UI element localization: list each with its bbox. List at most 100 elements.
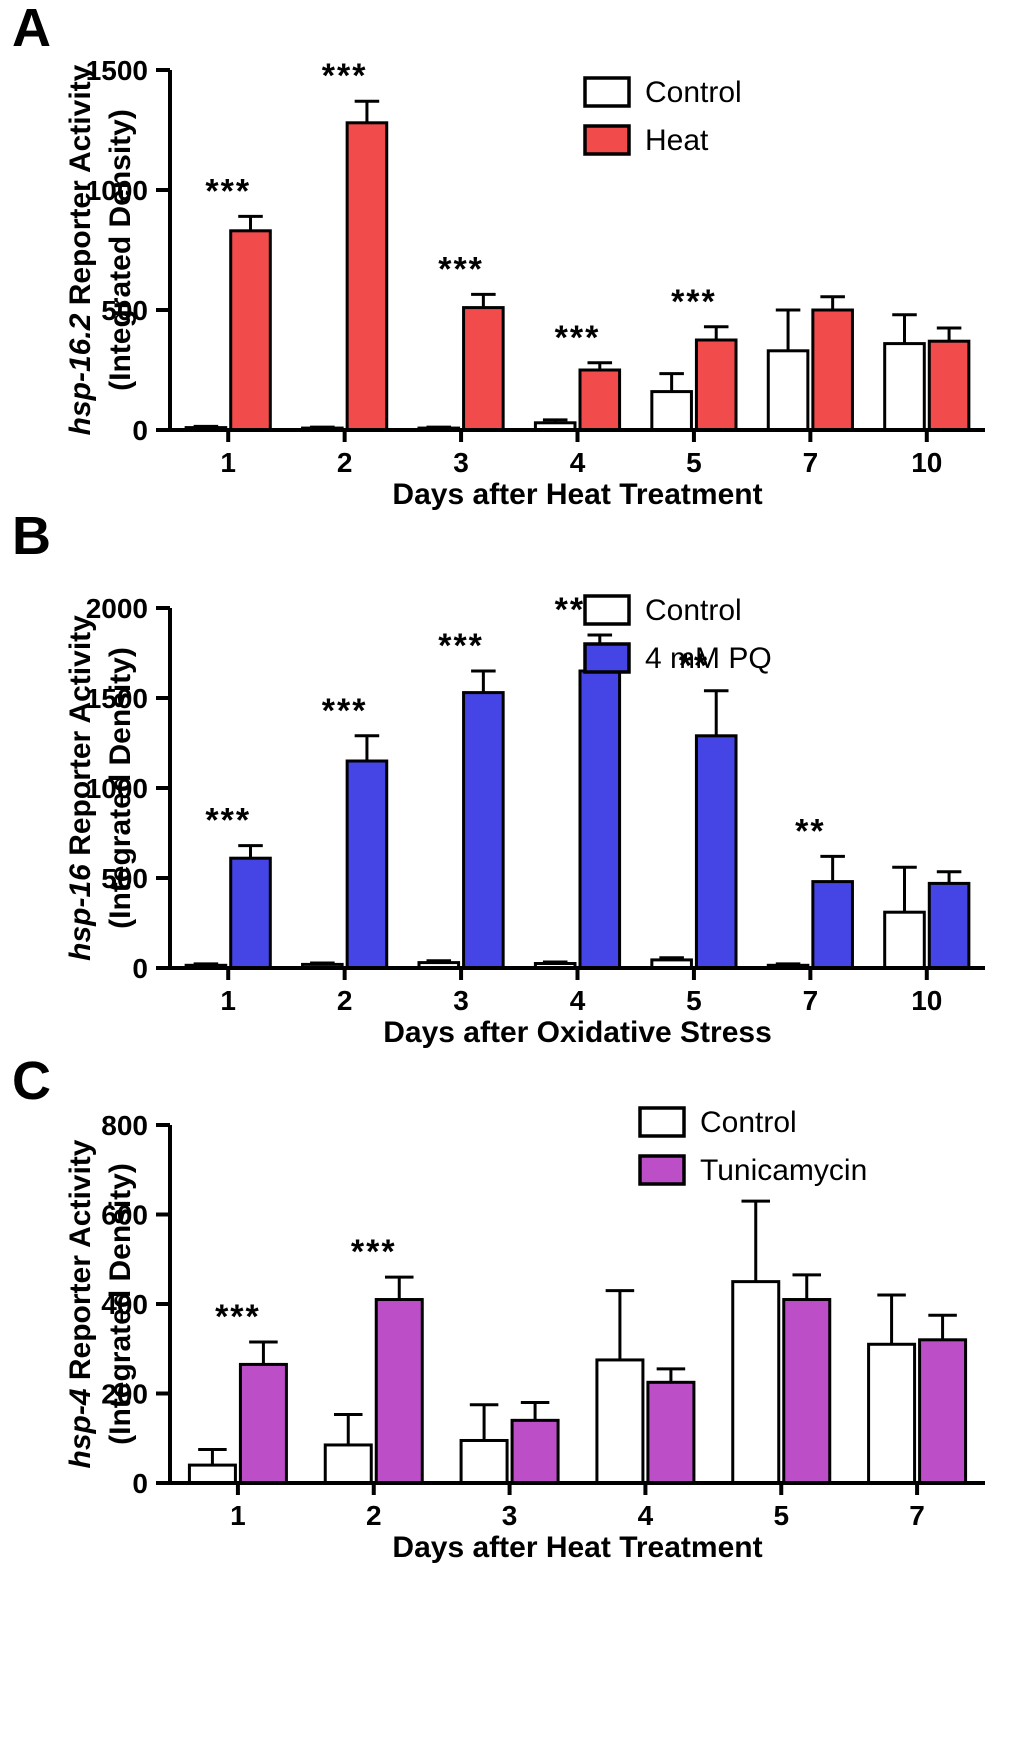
x-tick-label: 1 [230,1500,246,1531]
legend-swatch-tunicamycin [638,1154,686,1186]
x-tick-label: 1 [220,985,236,1016]
panel-B: B 0 500 1000 1500 2000 1 2 3 4 5 7 10 *** *** *** *** **… [0,508,1020,1053]
y-tick-label: 0 [132,1468,148,1499]
y-axis-title-line2: (Integrated Density) [104,1163,137,1445]
bar-4-mm-pq-day-3 [462,691,505,970]
bar-control-day-5 [731,1280,781,1485]
y-tick-label: 400 [101,1289,148,1320]
bar-heat-day-5 [694,338,738,432]
x-tick-label: 2 [337,985,353,1016]
x-tick-label: 4 [570,447,586,478]
bar-control-day-10 [883,342,926,432]
chart-C-hsp-4-reporter: 0 200 400 600 800 1 2 3 4 5 7 *** *** Days after Heat… [64,1106,985,1564]
x-tick-label: 3 [453,447,469,478]
x-tick-label: 7 [803,447,819,478]
x-tick-label: 10 [911,985,942,1016]
x-tick-label: 4 [638,1500,654,1531]
bar-tunicamycin-day-3 [510,1418,560,1485]
legend-label: Heat [645,124,709,157]
y-tick-label: 800 [101,1110,148,1141]
y-axis-title-line1: hsp-16 Reporter Activity [64,615,97,961]
significance-stars: ** [795,812,825,850]
bar-control-day-7 [867,1342,917,1485]
y-tick-label: 500 [101,863,148,894]
bar-heat-day-4 [578,368,622,432]
y-axis-title-line2: (Integrated Density) [104,109,137,391]
y-axis-title-line1: hsp-4 Reporter Activity [64,1139,97,1468]
legend-swatch-control [583,76,631,108]
bar-4-mm-pq-day-5 [694,734,738,970]
bar-heat-day-1 [229,229,272,432]
significance-stars: *** [351,1233,397,1271]
bar-4-mm-pq-day-10 [927,881,971,970]
x-axis-title: Days after Oxidative Stress [383,1016,772,1049]
y-tick-label: 200 [101,1379,148,1410]
x-axis-title: Days after Heat Treatment [392,1531,762,1564]
x-tick-label: 1 [220,447,236,478]
y-tick-label: 1000 [86,773,148,804]
bar-control-day-4 [595,1358,645,1485]
x-tick-label: 4 [570,985,586,1016]
significance-stars: *** [205,802,251,840]
x-tick-label: 7 [909,1500,925,1531]
significance-stars: *** [205,172,251,210]
bar-4-mm-pq-day-7 [811,880,854,970]
bar-tunicamycin-day-2 [374,1298,424,1485]
x-tick-label: 5 [686,985,702,1016]
x-tick-label: 3 [453,985,469,1016]
y-tick-label: 2000 [86,593,148,624]
bar-control-day-5 [650,390,693,432]
significance-stars: *** [438,627,484,665]
bar-heat-day-7 [811,308,854,432]
bar-tunicamycin-day-7 [918,1338,968,1485]
significance-stars: *** [555,319,601,357]
y-tick-label: 0 [132,953,148,984]
bar-4-mm-pq-day-2 [345,759,389,970]
x-tick-label: 2 [337,447,353,478]
x-tick-label: 5 [686,447,702,478]
bar-heat-day-3 [462,306,505,432]
bar-control-day-3 [459,1438,509,1485]
x-axis-title: Days after Heat Treatment [392,478,762,511]
bar-4-mm-pq-day-4 [578,669,622,970]
x-tick-label: 10 [911,447,942,478]
legend-label: Tunicamycin [700,1154,867,1187]
x-tick-label: 2 [366,1500,382,1531]
y-tick-label: 500 [101,295,148,326]
x-tick-label: 5 [773,1500,789,1531]
y-tick-label: 1500 [86,683,148,714]
legend-label: Control [700,1106,797,1139]
bar-control-day-2 [323,1443,373,1485]
significance-stars: *** [322,57,368,95]
panel-C: C 0 200 400 600 800 1 2 3 4 5 7 *** *** Days after He… [0,1053,1020,1739]
legend-swatch-control [638,1106,686,1138]
significance-stars: *** [322,692,368,730]
y-axis-title-line1: hsp-16.2 Reporter Activity [64,64,97,435]
bar-tunicamycin-day-5 [782,1298,832,1485]
bar-tunicamycin-day-4 [646,1380,696,1485]
bar-heat-day-2 [345,121,389,432]
bar-tunicamycin-day-1 [238,1362,288,1485]
legend-swatch-heat [583,124,631,156]
bar-control-day-7 [766,349,810,432]
legend-label: Control [645,76,742,109]
x-tick-label: 3 [502,1500,518,1531]
y-tick-label: 600 [101,1200,148,1231]
y-axis-title-line2: (Integrated Density) [104,647,137,929]
significance-stars: *** [215,1298,261,1336]
y-tick-label: 1000 [86,175,148,206]
y-tick-label: 0 [132,415,148,446]
significance-stars: *** [438,250,484,288]
legend-label: Control [645,594,742,627]
bar-4-mm-pq-day-1 [229,856,272,970]
bar-heat-day-10 [927,339,971,432]
legend-swatch-4-mm-pq [583,642,631,674]
x-tick-label: 7 [803,985,819,1016]
panel-label-B: B [12,506,51,566]
panel-label-C: C [12,1051,51,1111]
legend-label: 4 mM PQ [645,642,772,675]
chart-A-hsp-16-2-reporter: 0 500 1000 1500 1 2 3 4 5 7 10 *** *** *** *** *** Days … [64,55,985,511]
legend-swatch-control [583,594,631,626]
